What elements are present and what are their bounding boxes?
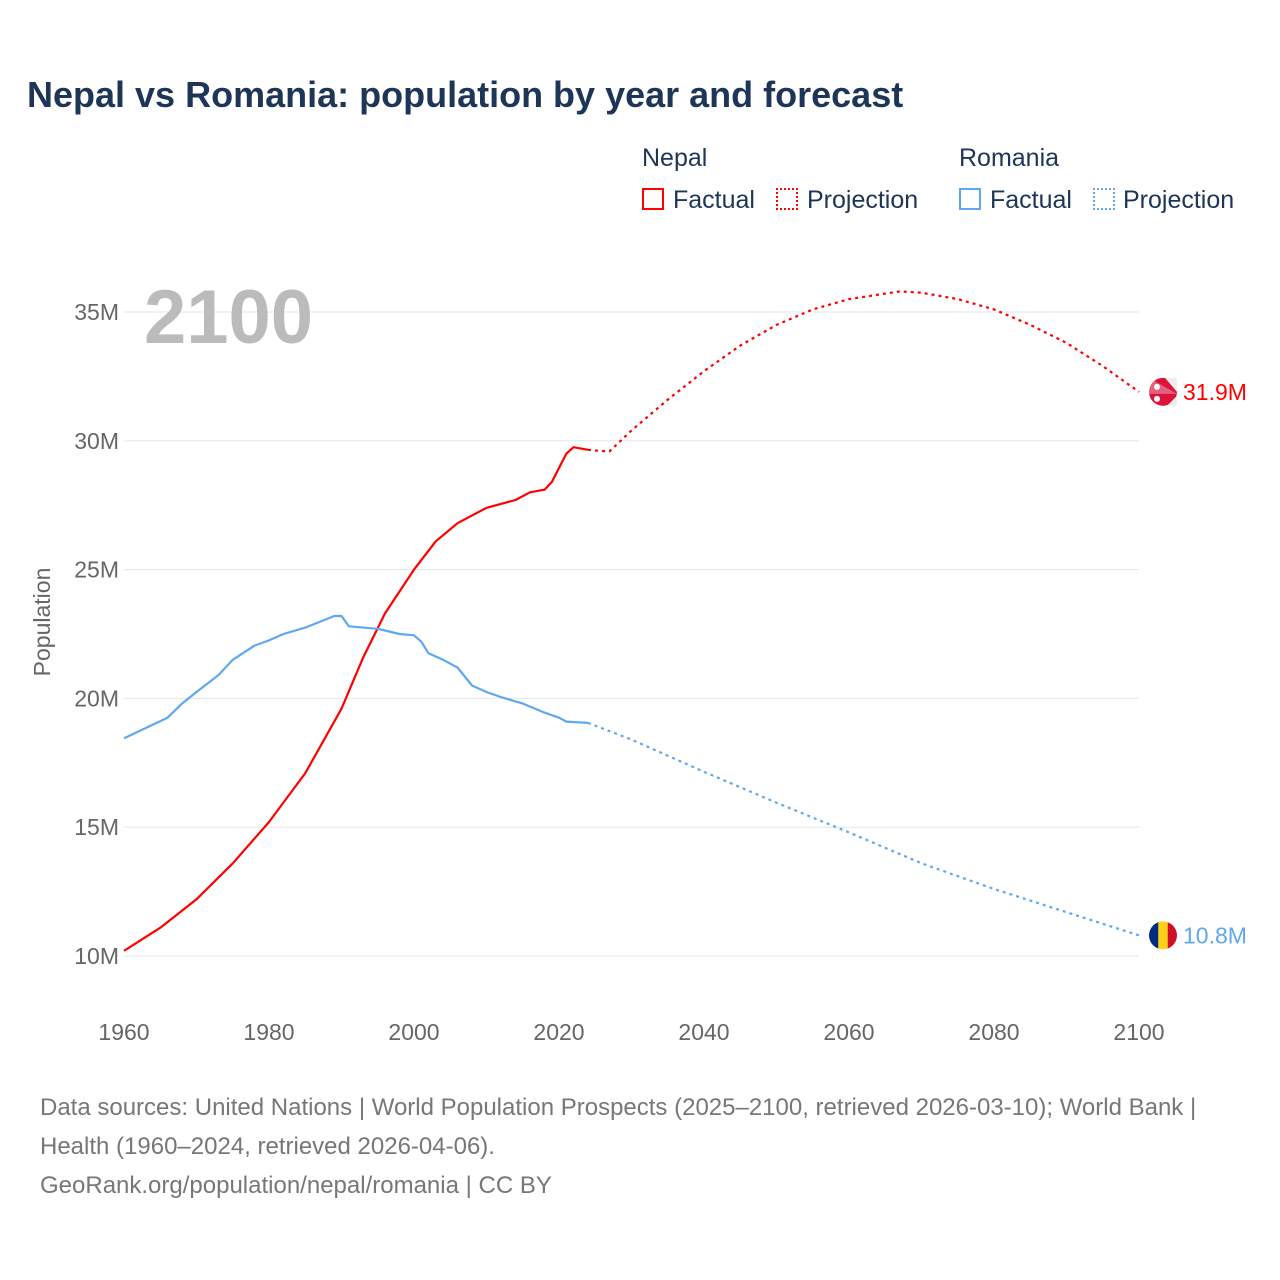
- y-tick-label: 35M: [74, 299, 119, 325]
- chart-title: Nepal vs Romania: population by year and…: [27, 74, 904, 115]
- y-tick-label: 10M: [74, 943, 119, 969]
- line-romania-factual: [123, 614, 589, 740]
- x-tick-label: 2020: [533, 1019, 584, 1045]
- source-note: Data sources: United Nations | World Pop…: [40, 1088, 1240, 1205]
- y-tick-label: 15M: [74, 814, 119, 840]
- legend-swatch-romania-factual[interactable]: [959, 188, 981, 210]
- nepal-flag-moon: [1154, 383, 1160, 390]
- legend-swatch-romania-projection[interactable]: [1093, 188, 1115, 210]
- x-tick-label: 2060: [823, 1019, 874, 1045]
- x-tick-label: 2100: [1113, 1019, 1164, 1045]
- end-label-romania: 10.8M: [1183, 922, 1247, 948]
- x-tick-label: 2080: [968, 1019, 1019, 1045]
- year-label: 2100: [144, 275, 313, 360]
- legend-romania-factual[interactable]: Factual: [990, 186, 1072, 214]
- legend-group-nepal: Nepal: [642, 144, 708, 172]
- legend-romania-projection[interactable]: Projection: [1123, 186, 1235, 214]
- legend-nepal-projection[interactable]: Projection: [807, 186, 919, 214]
- romania-flag-stripe: [1167, 921, 1177, 950]
- line-romania-projection: [587, 721, 1140, 937]
- romania-flag-stripe: [1149, 921, 1159, 950]
- legend-nepal-factual[interactable]: Factual: [673, 186, 755, 214]
- line-nepal-factual: [123, 446, 589, 952]
- legend-swatch-nepal-factual[interactable]: [642, 188, 664, 210]
- y-tick-label: 25M: [74, 557, 119, 583]
- nepal-flag-background: [1165, 377, 1177, 406]
- y-tick-label: 30M: [74, 428, 119, 454]
- y-axis-label: Population: [29, 568, 55, 677]
- source-url[interactable]: GeoRank.org/population/nepal/romania | C…: [40, 1172, 552, 1199]
- end-label-nepal: 31.9M: [1183, 379, 1247, 405]
- x-tick-label: 1960: [98, 1019, 149, 1045]
- x-tick-label: 2000: [388, 1019, 439, 1045]
- legend-swatch-nepal-projection[interactable]: [776, 188, 798, 210]
- legend-group-romania: Romania: [959, 144, 1060, 172]
- line-nepal-projection: [587, 290, 1140, 453]
- source-line-1: Data sources: United Nations | World Pop…: [40, 1094, 1197, 1160]
- y-tick-label: 20M: [74, 685, 119, 711]
- x-tick-label: 2040: [678, 1019, 729, 1045]
- x-tick-label: 1980: [243, 1019, 294, 1045]
- nepal-flag-detail: [1149, 377, 1177, 394]
- nepal-flag-sun: [1154, 395, 1160, 402]
- romania-flag-stripe: [1158, 921, 1168, 950]
